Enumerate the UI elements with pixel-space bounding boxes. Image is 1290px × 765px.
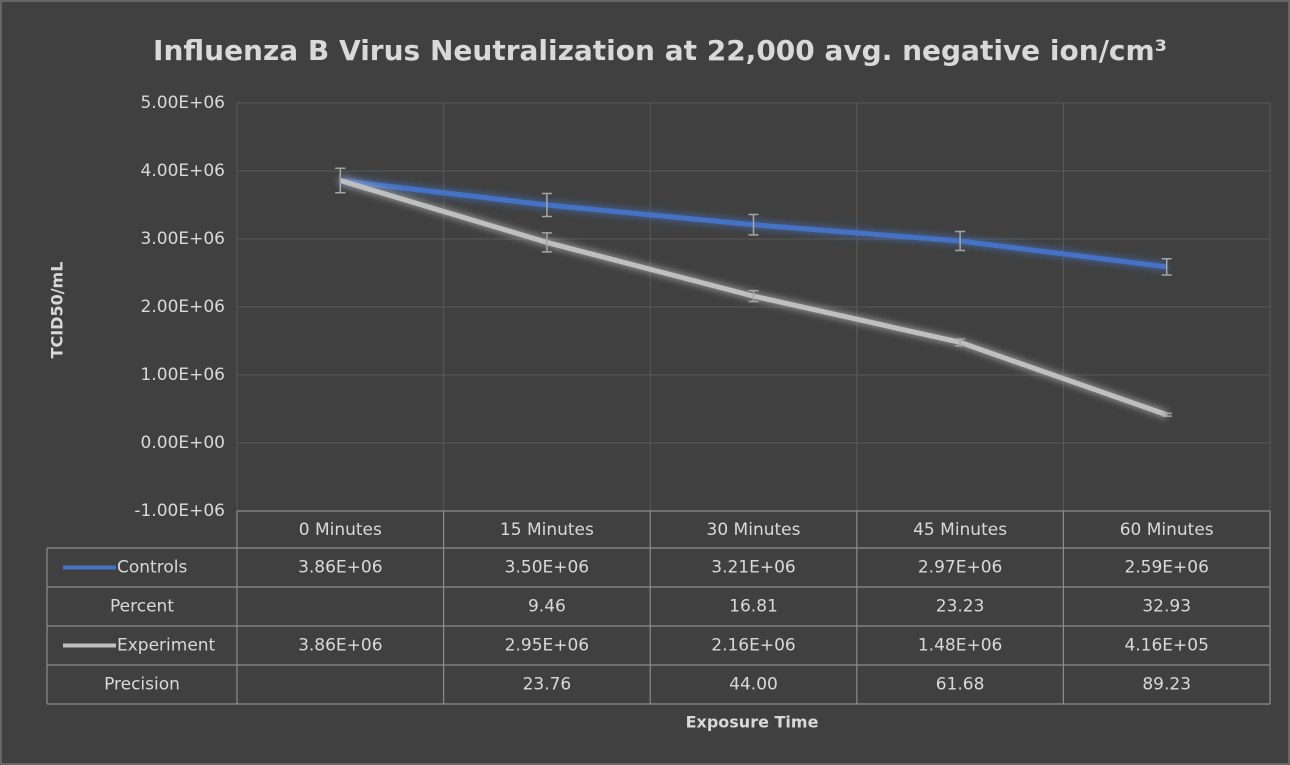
table-cell: 2.97E+06 [918, 558, 1002, 578]
table-cell: 4.16E+05 [1124, 636, 1208, 656]
table-cell: 32.93 [1142, 597, 1191, 617]
table-cell: 3.21E+06 [711, 558, 795, 578]
table-cell: 2.59E+06 [1124, 558, 1208, 578]
table-cell: 61.68 [936, 675, 985, 695]
error-bar [955, 230, 966, 252]
error-bar [955, 338, 966, 347]
x-axis-title: Exposure Time [686, 713, 819, 732]
error-bar [335, 167, 346, 194]
table-cell: 44.00 [729, 675, 778, 695]
error-bar [541, 192, 552, 218]
y-tick-label: 0.00E+00 [141, 433, 225, 453]
y-tick-label: 5.00E+06 [141, 93, 225, 113]
y-axis-title: TCID50/mL [48, 262, 67, 359]
x-tick-label: 60 Minutes [1120, 520, 1214, 540]
table-cell: 3.86E+06 [298, 636, 382, 656]
table-cell: 2.95E+06 [505, 636, 589, 656]
table-cell: 3.86E+06 [298, 558, 382, 578]
table-cell: 3.50E+06 [505, 558, 589, 578]
table-cell: 16.81 [729, 597, 778, 617]
table-cell: 9.46 [528, 597, 566, 617]
x-tick-label: 0 Minutes [299, 520, 382, 540]
x-tick-label: 45 Minutes [913, 520, 1007, 540]
error-bar [541, 232, 552, 253]
table-cell: 23.23 [936, 597, 985, 617]
x-tick-label: 15 Minutes [500, 520, 594, 540]
table-row-label: Percent [110, 597, 174, 617]
y-tick-label: 4.00E+06 [141, 161, 225, 181]
table-cell: 23.76 [523, 675, 572, 695]
y-tick-label: 2.00E+06 [141, 297, 225, 317]
error-bar [748, 289, 759, 303]
y-tick-label: -1.00E+06 [134, 501, 225, 521]
y-tick-label: 1.00E+06 [141, 365, 225, 385]
table-row-label: Precision [104, 675, 180, 695]
x-tick-label: 30 Minutes [707, 520, 801, 540]
table-cell: 2.16E+06 [711, 636, 795, 656]
legend-label: Experiment [117, 636, 216, 656]
error-bar [1161, 412, 1172, 417]
y-tick-label: 3.00E+06 [141, 229, 225, 249]
error-bar [748, 213, 759, 236]
chart-title: Influenza B Virus Neutralization at 22,0… [153, 34, 1167, 67]
table-cell: 1.48E+06 [918, 636, 1002, 656]
error-bar [1161, 257, 1172, 276]
table-cell: 89.23 [1142, 675, 1191, 695]
legend-label: Controls [117, 558, 187, 578]
